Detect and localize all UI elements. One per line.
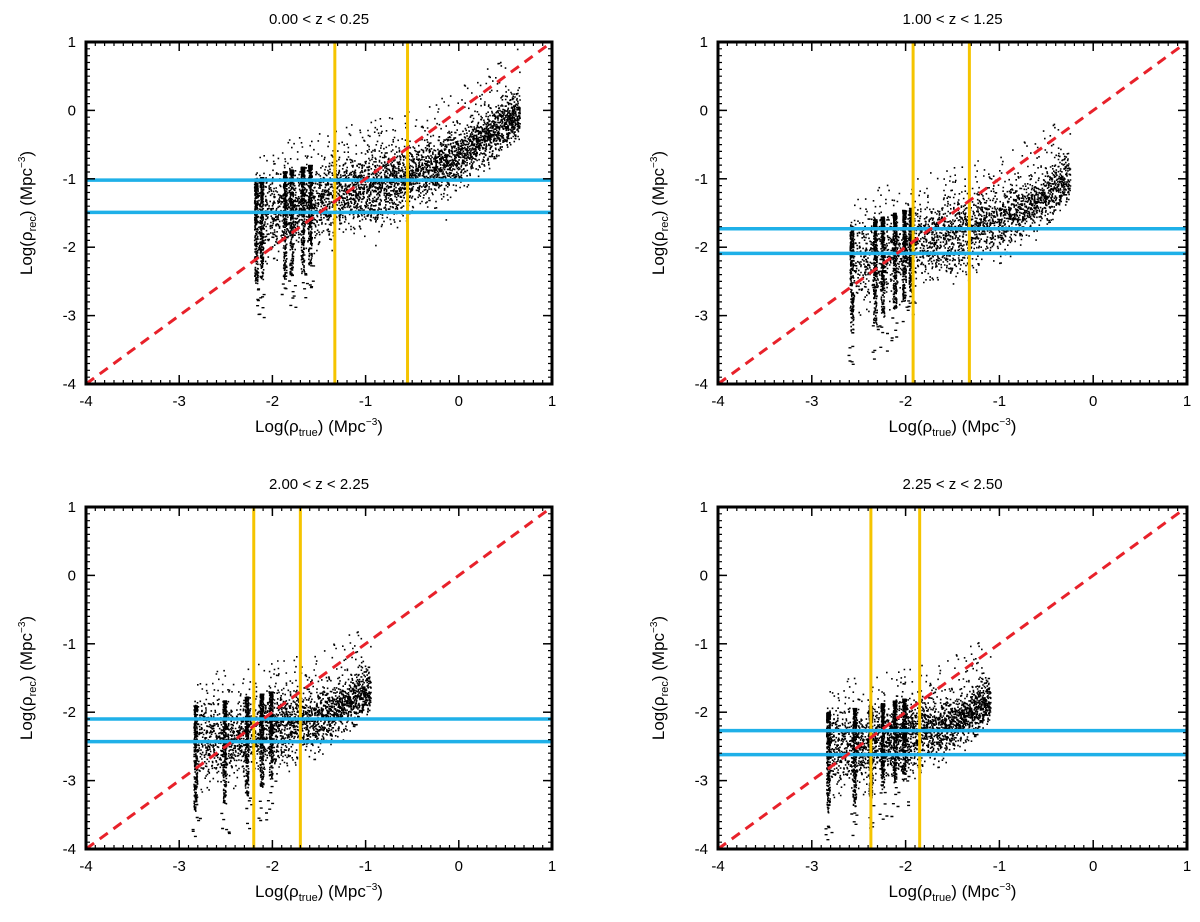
minor-ticks bbox=[717, 506, 1188, 850]
y-tick-label: 0 bbox=[700, 567, 708, 584]
y-tick-label: 1 bbox=[68, 34, 76, 51]
x-axis-label: Log(ρtrue) (Mpc−3) bbox=[255, 417, 383, 439]
identity-line bbox=[86, 507, 552, 849]
point-cloud bbox=[253, 48, 521, 319]
y-tick-label: 0 bbox=[700, 102, 708, 119]
scatter-panel-2: 1.00 < z < 1.25 -4 -3 -2 -1 0 1 -4 -3 -2 -1 0 1 Log(ρ… bbox=[649, 11, 1191, 439]
y-tick-label: 1 bbox=[700, 499, 708, 516]
minor-ticks bbox=[85, 41, 553, 385]
x-tick-label: -4 bbox=[79, 393, 92, 410]
scatter-points bbox=[191, 631, 372, 838]
x-tick-label: -1 bbox=[359, 393, 372, 410]
point-cloud bbox=[847, 123, 1072, 365]
x-tick-label: 1 bbox=[548, 393, 556, 410]
x-tick-label: 0 bbox=[455, 858, 463, 875]
x-tick-label: -4 bbox=[711, 393, 724, 410]
x-axis-label: Log(ρtrue) (Mpc−3) bbox=[889, 417, 1017, 439]
scatter-panel-1: 0.00 < z < 0.25 -4 -3 -2 -1 0 1 -4 -3 -2 -1 0 1 Log(ρ… bbox=[17, 11, 556, 439]
y-axis-label: Log(ρrec) (Mpc−3) bbox=[649, 151, 671, 275]
y-tick-label: -2 bbox=[695, 239, 708, 256]
x-tick-label: -1 bbox=[993, 393, 1006, 410]
identity-line bbox=[86, 42, 552, 384]
x-tick-label: 1 bbox=[548, 858, 556, 875]
y-tick-label: -3 bbox=[695, 308, 708, 325]
scatter-points bbox=[824, 642, 992, 841]
axes: -4 -3 -2 -1 0 1 -4 -3 -2 -1 0 1 bbox=[695, 499, 1192, 875]
axes: -4 -3 -2 -1 0 1 -4 -3 -2 -1 0 1 bbox=[63, 499, 557, 875]
scatter-points bbox=[847, 123, 1072, 365]
y-tick-label: -3 bbox=[695, 773, 708, 790]
x-tick-label: -2 bbox=[266, 858, 279, 875]
plot-area bbox=[86, 507, 552, 849]
scatter-points bbox=[253, 48, 521, 319]
y-tick-label: -1 bbox=[695, 636, 708, 653]
x-tick-label: -4 bbox=[79, 858, 92, 875]
x-tick-label: -2 bbox=[266, 393, 279, 410]
x-tick-label: -3 bbox=[173, 858, 186, 875]
y-tick-label: -2 bbox=[695, 704, 708, 721]
plot-area bbox=[86, 42, 552, 384]
scatter-panel-4: 2.25 < z < 2.50 -4 -3 -2 -1 0 1 -4 -3 -2 -1 0 1 Log(ρ… bbox=[649, 476, 1191, 904]
x-tick-label: -4 bbox=[711, 858, 724, 875]
x-tick-label: 0 bbox=[1089, 393, 1097, 410]
y-axis-label: Log(ρrec) (Mpc−3) bbox=[17, 616, 39, 740]
y-tick-label: -4 bbox=[63, 841, 76, 858]
panel-title: 2.00 < z < 2.25 bbox=[269, 476, 369, 493]
y-tick-label: 1 bbox=[700, 34, 708, 51]
x-tick-label: -3 bbox=[173, 393, 186, 410]
minor-ticks bbox=[85, 506, 553, 850]
scatter-panel-3: 2.00 < z < 2.25 -4 -3 -2 -1 0 1 -4 -3 -2 -1 0 1 Log(ρ… bbox=[17, 476, 556, 904]
y-tick-label: -4 bbox=[63, 376, 76, 393]
x-axis-label: Log(ρtrue) (Mpc−3) bbox=[889, 882, 1017, 904]
identity-line bbox=[718, 507, 1187, 849]
y-tick-label: -4 bbox=[695, 841, 708, 858]
y-tick-label: -2 bbox=[63, 239, 76, 256]
axes: -4 -3 -2 -1 0 1 -4 -3 -2 -1 0 1 bbox=[695, 34, 1192, 410]
panel-title: 2.25 < z < 2.50 bbox=[902, 476, 1002, 493]
y-tick-label: -1 bbox=[63, 636, 76, 653]
y-axis-label: Log(ρrec) (Mpc−3) bbox=[17, 151, 39, 275]
point-cloud bbox=[191, 631, 372, 838]
y-tick-label: -3 bbox=[63, 773, 76, 790]
axes: -4 -3 -2 -1 0 1 -4 -3 -2 -1 0 1 bbox=[63, 34, 557, 410]
y-tick-label: -4 bbox=[695, 376, 708, 393]
y-tick-label: -3 bbox=[63, 308, 76, 325]
y-tick-label: 0 bbox=[68, 102, 76, 119]
x-tick-label: 0 bbox=[1089, 858, 1097, 875]
y-tick-label: -1 bbox=[63, 171, 76, 188]
panel-title: 1.00 < z < 1.25 bbox=[902, 11, 1002, 28]
y-axis-label: Log(ρrec) (Mpc−3) bbox=[649, 616, 671, 740]
x-tick-label: 0 bbox=[455, 393, 463, 410]
x-tick-label: 1 bbox=[1183, 393, 1191, 410]
plot-area bbox=[718, 42, 1187, 384]
x-tick-label: -1 bbox=[359, 858, 372, 875]
point-cloud bbox=[824, 642, 992, 841]
panel-title: 0.00 < z < 0.25 bbox=[269, 11, 369, 28]
y-tick-label: -1 bbox=[695, 171, 708, 188]
identity-line bbox=[718, 42, 1187, 384]
y-tick-label: 1 bbox=[68, 499, 76, 516]
x-tick-label: -3 bbox=[805, 393, 818, 410]
x-tick-label: -1 bbox=[993, 858, 1006, 875]
x-tick-label: 1 bbox=[1183, 858, 1191, 875]
minor-ticks bbox=[717, 41, 1188, 385]
y-tick-label: -2 bbox=[63, 704, 76, 721]
x-tick-label: -3 bbox=[805, 858, 818, 875]
y-tick-label: 0 bbox=[68, 567, 76, 584]
x-tick-label: -2 bbox=[899, 393, 912, 410]
x-tick-label: -2 bbox=[899, 858, 912, 875]
x-axis-label: Log(ρtrue) (Mpc−3) bbox=[255, 882, 383, 904]
plot-area bbox=[718, 507, 1187, 849]
